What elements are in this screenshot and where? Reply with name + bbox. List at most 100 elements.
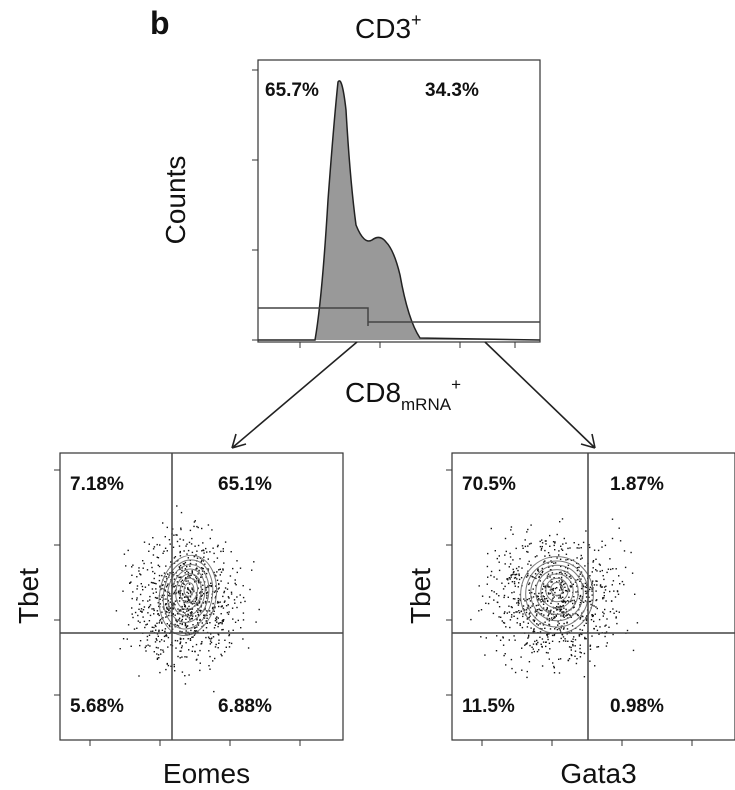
event-dot [560, 582, 562, 584]
event-dot [497, 601, 499, 604]
event-dot [527, 622, 529, 624]
event-dot [185, 580, 187, 582]
event-dot [532, 576, 534, 578]
event-dot [578, 609, 580, 611]
event-dot [179, 609, 181, 611]
event-dot [184, 572, 186, 574]
event-dot [216, 557, 219, 559]
event-dot [181, 597, 183, 599]
event-dot [188, 599, 190, 602]
event-dot [202, 584, 204, 586]
event-dot [562, 543, 564, 545]
event-dot [544, 585, 546, 588]
event-dot [524, 539, 526, 541]
event-dot [592, 561, 594, 563]
event-dot [134, 611, 137, 614]
event-dot [187, 549, 190, 552]
contour [158, 554, 218, 637]
event-dot [214, 624, 217, 626]
event-dot [210, 612, 213, 614]
event-dot [214, 597, 217, 599]
event-dot [242, 619, 245, 621]
event-dot [234, 579, 236, 581]
event-dot [194, 520, 196, 522]
event-dot [214, 574, 216, 576]
event-dot [624, 566, 627, 569]
event-dot [495, 650, 498, 652]
contour-plot: 70.5% 1.87% 11.5% 0.98% Tbet Gata3 [405, 452, 735, 789]
event-dot [129, 582, 131, 584]
event-dot [184, 675, 186, 677]
event-dot [528, 560, 530, 563]
event-dot [591, 599, 593, 601]
event-dot [154, 624, 156, 627]
event-dot [182, 582, 184, 584]
event-dot [610, 568, 612, 571]
event-dot [563, 537, 565, 540]
event-dot [215, 643, 217, 646]
event-dot [557, 608, 559, 611]
event-dot [217, 600, 219, 603]
event-dot [181, 671, 184, 673]
event-dot [228, 634, 230, 637]
event-dot [183, 600, 185, 602]
event-dot [578, 635, 581, 637]
event-dot [197, 573, 199, 575]
event-dot [544, 555, 546, 557]
event-dot [544, 549, 546, 552]
event-dot [201, 550, 203, 552]
event-dot [225, 605, 228, 607]
histogram: 65.7% 34.3% Counts CD8mRNA+ [160, 59, 541, 414]
event-dot [522, 621, 525, 623]
event-dot [539, 636, 541, 638]
event-dot [173, 663, 175, 666]
event-dot [616, 590, 619, 593]
event-dot [526, 531, 528, 533]
event-dot [496, 557, 498, 560]
event-dot [229, 575, 232, 577]
event-dot [191, 618, 193, 620]
event-dot [470, 618, 472, 621]
event-dot [185, 630, 187, 632]
event-dot [186, 543, 188, 545]
event-dot [512, 559, 514, 561]
event-dot [188, 649, 190, 651]
event-dot [213, 552, 215, 555]
event-dot [516, 622, 518, 624]
event-dot [550, 602, 552, 604]
event-dot [551, 599, 553, 601]
event-dot [618, 611, 620, 613]
event-dot [518, 612, 521, 614]
event-dot [557, 621, 559, 623]
event-dot [224, 651, 226, 653]
event-dot [216, 621, 218, 623]
event-dot [152, 548, 155, 550]
gate-label: 65.7% [265, 80, 319, 101]
event-dot [161, 587, 163, 590]
event-dot [573, 542, 575, 544]
event-dot [172, 607, 174, 609]
event-dot [232, 567, 234, 570]
event-dot [560, 587, 562, 589]
event-dot [518, 602, 520, 605]
event-dot [524, 545, 527, 548]
event-dot [179, 642, 181, 645]
event-dot [169, 543, 171, 545]
event-dot [534, 640, 536, 643]
event-dot [216, 602, 219, 604]
event-dot [211, 637, 213, 639]
event-dot [191, 608, 193, 610]
event-dot [521, 647, 523, 649]
event-dot [160, 649, 162, 651]
event-dot [205, 547, 207, 550]
event-dot [162, 606, 164, 608]
event-dot [191, 650, 193, 652]
plot-frame [451, 452, 735, 741]
event-dot [214, 590, 217, 592]
event-dot [577, 543, 580, 546]
event-dot [484, 654, 486, 656]
event-dot [559, 589, 561, 591]
event-dot [563, 613, 565, 616]
event-dot [202, 602, 205, 604]
event-dot [193, 634, 196, 636]
